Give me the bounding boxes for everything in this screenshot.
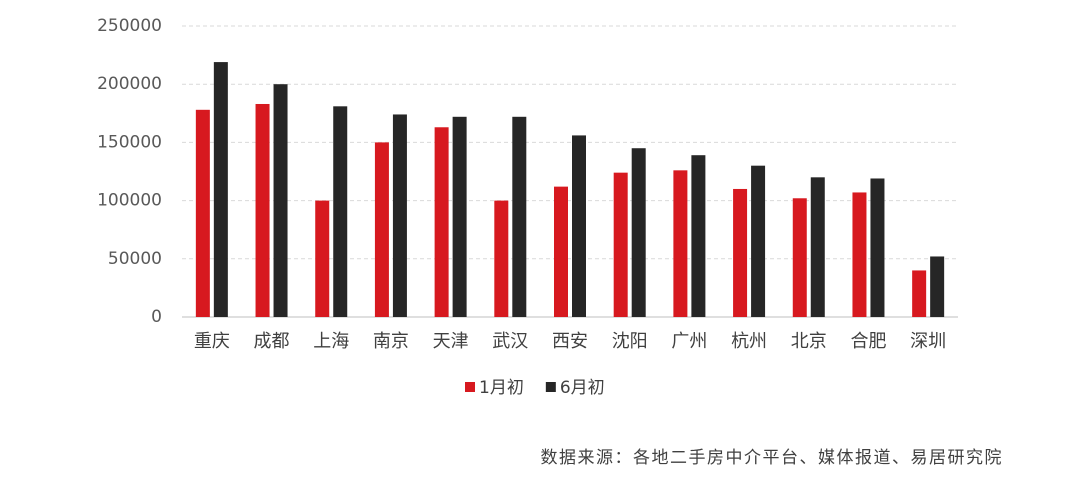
x-tick-label: 西安 <box>552 331 588 352</box>
bar <box>213 62 228 317</box>
x-tick-label: 合肥 <box>850 331 886 352</box>
bar <box>930 256 945 317</box>
bar <box>613 172 628 317</box>
bar <box>333 106 348 317</box>
x-tick-label: 武汉 <box>492 331 528 352</box>
x-tick-label: 成都 <box>254 331 290 352</box>
legend-label: 6月初 <box>560 378 605 398</box>
x-tick-label: 深圳 <box>910 331 946 352</box>
y-tick-label: 250000 <box>97 16 162 36</box>
legend-swatch <box>465 382 475 392</box>
bar <box>870 178 885 317</box>
x-tick-label: 天津 <box>433 331 469 352</box>
y-tick-label: 100000 <box>97 191 162 211</box>
x-tick-label: 重庆 <box>194 331 230 352</box>
x-tick-label: 上海 <box>313 331 349 352</box>
y-tick-label: 200000 <box>97 74 162 94</box>
bar <box>810 177 825 317</box>
x-tick-label: 北京 <box>791 331 827 352</box>
x-tick-label: 广州 <box>671 331 707 352</box>
bar <box>494 200 509 317</box>
bar <box>631 148 646 317</box>
y-tick-label: 50000 <box>108 249 162 269</box>
bar <box>273 84 288 317</box>
bar <box>733 188 748 317</box>
bar <box>434 127 449 317</box>
legend-swatch <box>545 382 556 392</box>
bar <box>255 103 270 317</box>
bar <box>792 198 807 317</box>
source-note: 数据来源：各地二手房中介平台、媒体报道、易居研究院 <box>541 448 1004 468</box>
bar <box>392 114 407 318</box>
bar <box>374 142 389 317</box>
bar <box>554 186 568 317</box>
x-tick-label: 沈阳 <box>612 331 648 352</box>
bar <box>195 109 210 317</box>
bar <box>572 135 586 317</box>
bar <box>673 170 688 317</box>
bar <box>852 192 867 317</box>
bar <box>452 116 467 318</box>
y-tick-label: 0 <box>151 307 162 327</box>
bar <box>691 155 706 317</box>
bar <box>315 200 330 317</box>
bar <box>751 165 766 317</box>
bar <box>512 116 527 318</box>
bar <box>912 270 927 317</box>
x-tick-label: 杭州 <box>731 331 767 352</box>
legend-label: 1月初 <box>479 378 524 398</box>
x-tick-label: 南京 <box>373 331 409 352</box>
y-tick-label: 150000 <box>97 132 162 152</box>
